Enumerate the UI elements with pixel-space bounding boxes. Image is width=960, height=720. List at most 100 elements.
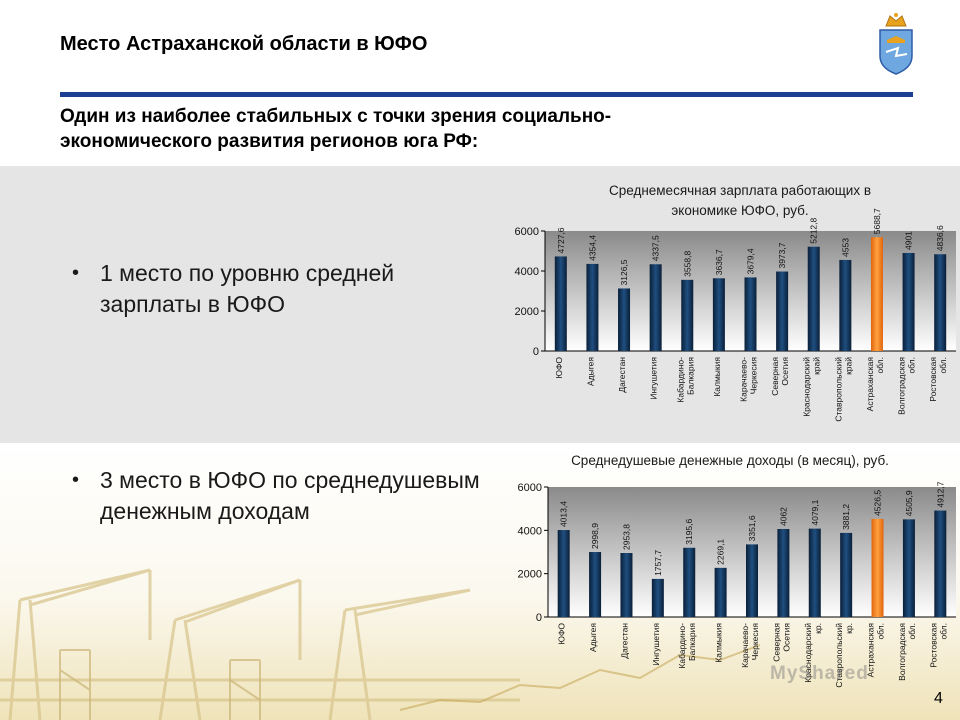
value-label: 3351,6 bbox=[747, 515, 757, 541]
title-underline bbox=[60, 92, 913, 97]
y-tick-label: 2000 bbox=[518, 569, 542, 581]
chart-1-title-line-2: экономике ЮФО, руб. bbox=[671, 203, 809, 218]
value-label: 2953,8 bbox=[621, 524, 631, 550]
category-label: Ростовская bbox=[928, 623, 938, 668]
bar bbox=[934, 510, 947, 617]
category-label: ЮФО bbox=[557, 623, 567, 645]
chart-2-title-line-1: Среднедушевые денежные доходы (в месяц),… bbox=[571, 453, 889, 468]
y-tick-label: 4000 bbox=[515, 266, 539, 278]
bar bbox=[712, 278, 725, 351]
category-label: край bbox=[812, 357, 822, 375]
bar bbox=[557, 530, 570, 617]
bar bbox=[902, 519, 915, 617]
bar bbox=[746, 544, 758, 617]
value-label: 4505,9 bbox=[904, 490, 914, 516]
bullet-income-rank: • 3 место в ЮФО по среднедушевым денежны… bbox=[72, 465, 492, 527]
bullet-icon: • bbox=[72, 469, 80, 491]
category-label: Волгоградская bbox=[897, 357, 907, 415]
bar bbox=[777, 528, 790, 617]
value-label: 4013,4 bbox=[559, 501, 569, 527]
bar bbox=[714, 567, 727, 617]
category-label: кр. bbox=[844, 623, 854, 634]
category-label: Кабардино- bbox=[677, 623, 687, 669]
category-label: обл. bbox=[875, 357, 885, 374]
category-label: Ингушетия bbox=[649, 357, 659, 400]
value-label: 4337,5 bbox=[651, 235, 661, 261]
category-label: Черкесия bbox=[750, 623, 760, 661]
chart-1-title: Среднемесячная зарплата работающих в эко… bbox=[580, 181, 900, 221]
bar bbox=[620, 553, 633, 617]
y-tick-label: 6000 bbox=[515, 226, 539, 238]
bar bbox=[683, 547, 696, 617]
category-label: обл. bbox=[938, 623, 948, 640]
category-label: Дагестан bbox=[617, 357, 627, 393]
value-label: 3973,7 bbox=[777, 242, 787, 268]
category-label: ЮФО bbox=[554, 357, 564, 379]
category-label: Ставропольский bbox=[833, 357, 843, 422]
bar bbox=[681, 279, 694, 351]
value-label: 4836,6 bbox=[935, 225, 945, 251]
category-label: Балкария bbox=[687, 623, 697, 661]
value-label: 3126,5 bbox=[619, 259, 629, 285]
watermark: MyShared bbox=[770, 663, 869, 684]
category-label: Ставропольский bbox=[834, 623, 844, 688]
page-number: 4 bbox=[934, 690, 943, 707]
category-label: Ингушетия bbox=[651, 623, 661, 666]
bar bbox=[839, 259, 852, 351]
category-label: Краснодарский bbox=[803, 623, 813, 683]
bar-highlight bbox=[871, 518, 884, 617]
bar bbox=[776, 271, 789, 351]
category-label: Кабардино- bbox=[675, 357, 685, 403]
value-label: 2269,1 bbox=[716, 539, 726, 565]
bullet-text: 1 место по уровню средней зарплаты в ЮФО bbox=[100, 260, 395, 317]
category-label: Черкесия bbox=[749, 357, 759, 395]
chart-2-title: Среднедушевые денежные доходы (в месяц),… bbox=[520, 451, 940, 471]
category-label: обл. bbox=[907, 357, 917, 374]
bar bbox=[840, 532, 853, 617]
bullet-salary-rank: • 1 место по уровню средней зарплаты в Ю… bbox=[72, 258, 492, 320]
value-label: 5212,8 bbox=[809, 217, 819, 243]
bullet-text: 3 место в ЮФО по среднедушевым денежным … bbox=[100, 467, 480, 524]
y-tick-label: 2000 bbox=[515, 306, 539, 318]
subtitle-line-2: экономического развития регионов юга РФ: bbox=[60, 131, 479, 152]
category-label: Волгоградская bbox=[897, 623, 907, 681]
slide-subtitle: Один из наиболее стабильных с точки зрен… bbox=[60, 104, 880, 154]
category-label: край bbox=[843, 357, 853, 375]
value-label: 4727,6 bbox=[556, 227, 566, 253]
bar bbox=[744, 277, 757, 351]
category-label: Ростовская bbox=[928, 357, 938, 402]
category-label: Балкария bbox=[685, 357, 695, 395]
y-tick-label: 0 bbox=[536, 612, 542, 624]
value-label: 5688,7 bbox=[872, 208, 882, 234]
subtitle-line-1: Один из наиболее стабильных с точки зрен… bbox=[60, 106, 612, 127]
y-tick-label: 0 bbox=[533, 346, 539, 358]
category-label: Калмыкия bbox=[714, 623, 724, 663]
value-label: 3636,7 bbox=[714, 249, 724, 275]
category-label: обл. bbox=[907, 623, 917, 640]
bar bbox=[554, 256, 567, 351]
category-label: Карачаево- bbox=[739, 357, 749, 402]
port-cranes-illustration bbox=[0, 568, 761, 720]
bar bbox=[586, 263, 599, 351]
category-label: Адыгея bbox=[585, 357, 595, 386]
bar bbox=[651, 578, 664, 617]
value-label: 3679,4 bbox=[746, 248, 756, 274]
category-label: Калмыкия bbox=[712, 357, 722, 397]
category-label: Астраханская bbox=[865, 357, 875, 412]
category-label: обл. bbox=[876, 623, 886, 640]
category-label: Карачаево- bbox=[740, 623, 750, 668]
category-label: Осетия bbox=[780, 357, 790, 386]
bar bbox=[934, 254, 947, 351]
value-label: 4526,5 bbox=[873, 490, 883, 516]
category-label: Астраханская bbox=[866, 623, 876, 678]
value-label: 1757,7 bbox=[653, 550, 663, 576]
bar bbox=[589, 552, 602, 617]
category-label: Северная bbox=[770, 357, 780, 396]
value-label: 2998,9 bbox=[590, 523, 600, 549]
coat-of-arms-icon bbox=[879, 13, 913, 75]
category-label: Адыгея bbox=[588, 623, 598, 652]
value-label: 3558,8 bbox=[682, 251, 692, 277]
bar bbox=[649, 264, 662, 351]
